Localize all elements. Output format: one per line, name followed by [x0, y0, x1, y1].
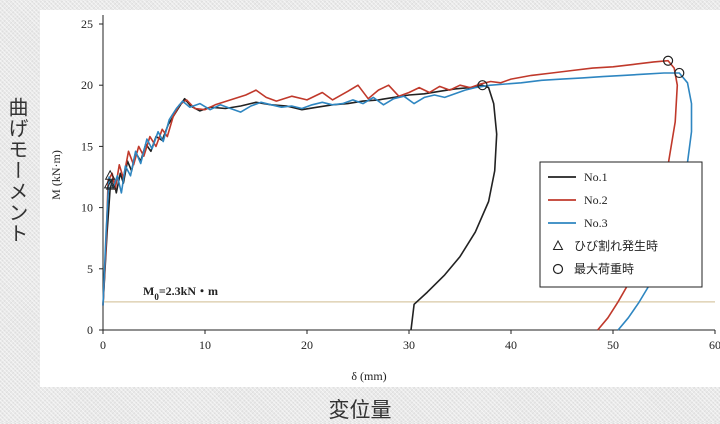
crack-marker-no3 — [103, 178, 115, 189]
legend-label-4: 最大荷重時 — [574, 262, 634, 276]
x-tick-label-5: 50 — [607, 338, 619, 352]
series-line-no3 — [102, 72, 693, 331]
max-load-marker-no1 — [477, 80, 488, 91]
outer-x-axis-label: 変位量 — [328, 398, 392, 422]
max-load-marker-no3 — [674, 67, 685, 79]
reference-layer: M0=2.3kN・m — [103, 284, 715, 303]
x-axis-label: δ (mm) — [351, 369, 386, 383]
outer-y-axis-label: 曲げモーメント — [5, 96, 29, 244]
legend-label-2: No.3 — [584, 216, 608, 230]
x-tick-label-3: 30 — [403, 338, 415, 352]
x-tick-label-2: 20 — [301, 338, 313, 352]
x-tick-label-4: 40 — [505, 338, 517, 352]
chart-panel: M0=2.3kN・m 0 10 20 30 40 50 60 0 5 10 15 20 25 M (kN… — [40, 10, 720, 387]
moment-displacement-chart: M0=2.3kN・m 0 10 20 30 40 50 60 0 5 10 15 20 25 M (kN… — [49, 15, 720, 383]
crack-marker-no1 — [105, 179, 117, 190]
legend-box — [539, 161, 703, 288]
y-tick-label-1: 5 — [87, 262, 93, 276]
y-axis-label: M (kN·m) — [49, 150, 63, 200]
y-tick-label-4: 20 — [81, 78, 93, 92]
y-tick-label-2: 10 — [81, 201, 93, 215]
legend-triangle-icon — [552, 239, 564, 250]
series-line-no2 — [102, 59, 679, 331]
x-tick-label-1: 10 — [199, 338, 211, 352]
legend-label-3: ひび割れ発生時 — [574, 238, 658, 253]
x-tick-label-0: 0 — [100, 338, 106, 352]
legend-circle-icon — [552, 263, 564, 275]
legend-label-0: No.1 — [584, 170, 608, 184]
x-tick-label-6: 60 — [709, 338, 720, 352]
crack-marker-no2 — [104, 169, 116, 180]
series-layer — [102, 59, 693, 331]
y-tick-label-3: 15 — [81, 139, 93, 153]
marker-layer — [103, 55, 685, 190]
y-tick-label-0: 0 — [87, 323, 93, 337]
max-load-marker-no2 — [662, 55, 674, 66]
tick-layer: 0 10 20 30 40 50 60 0 5 10 15 20 25 — [81, 17, 720, 352]
reference-line-label: M0=2.3kN・m — [143, 284, 218, 302]
y-tick-label-5: 25 — [81, 17, 93, 31]
legend-label-1: No.2 — [584, 193, 608, 207]
